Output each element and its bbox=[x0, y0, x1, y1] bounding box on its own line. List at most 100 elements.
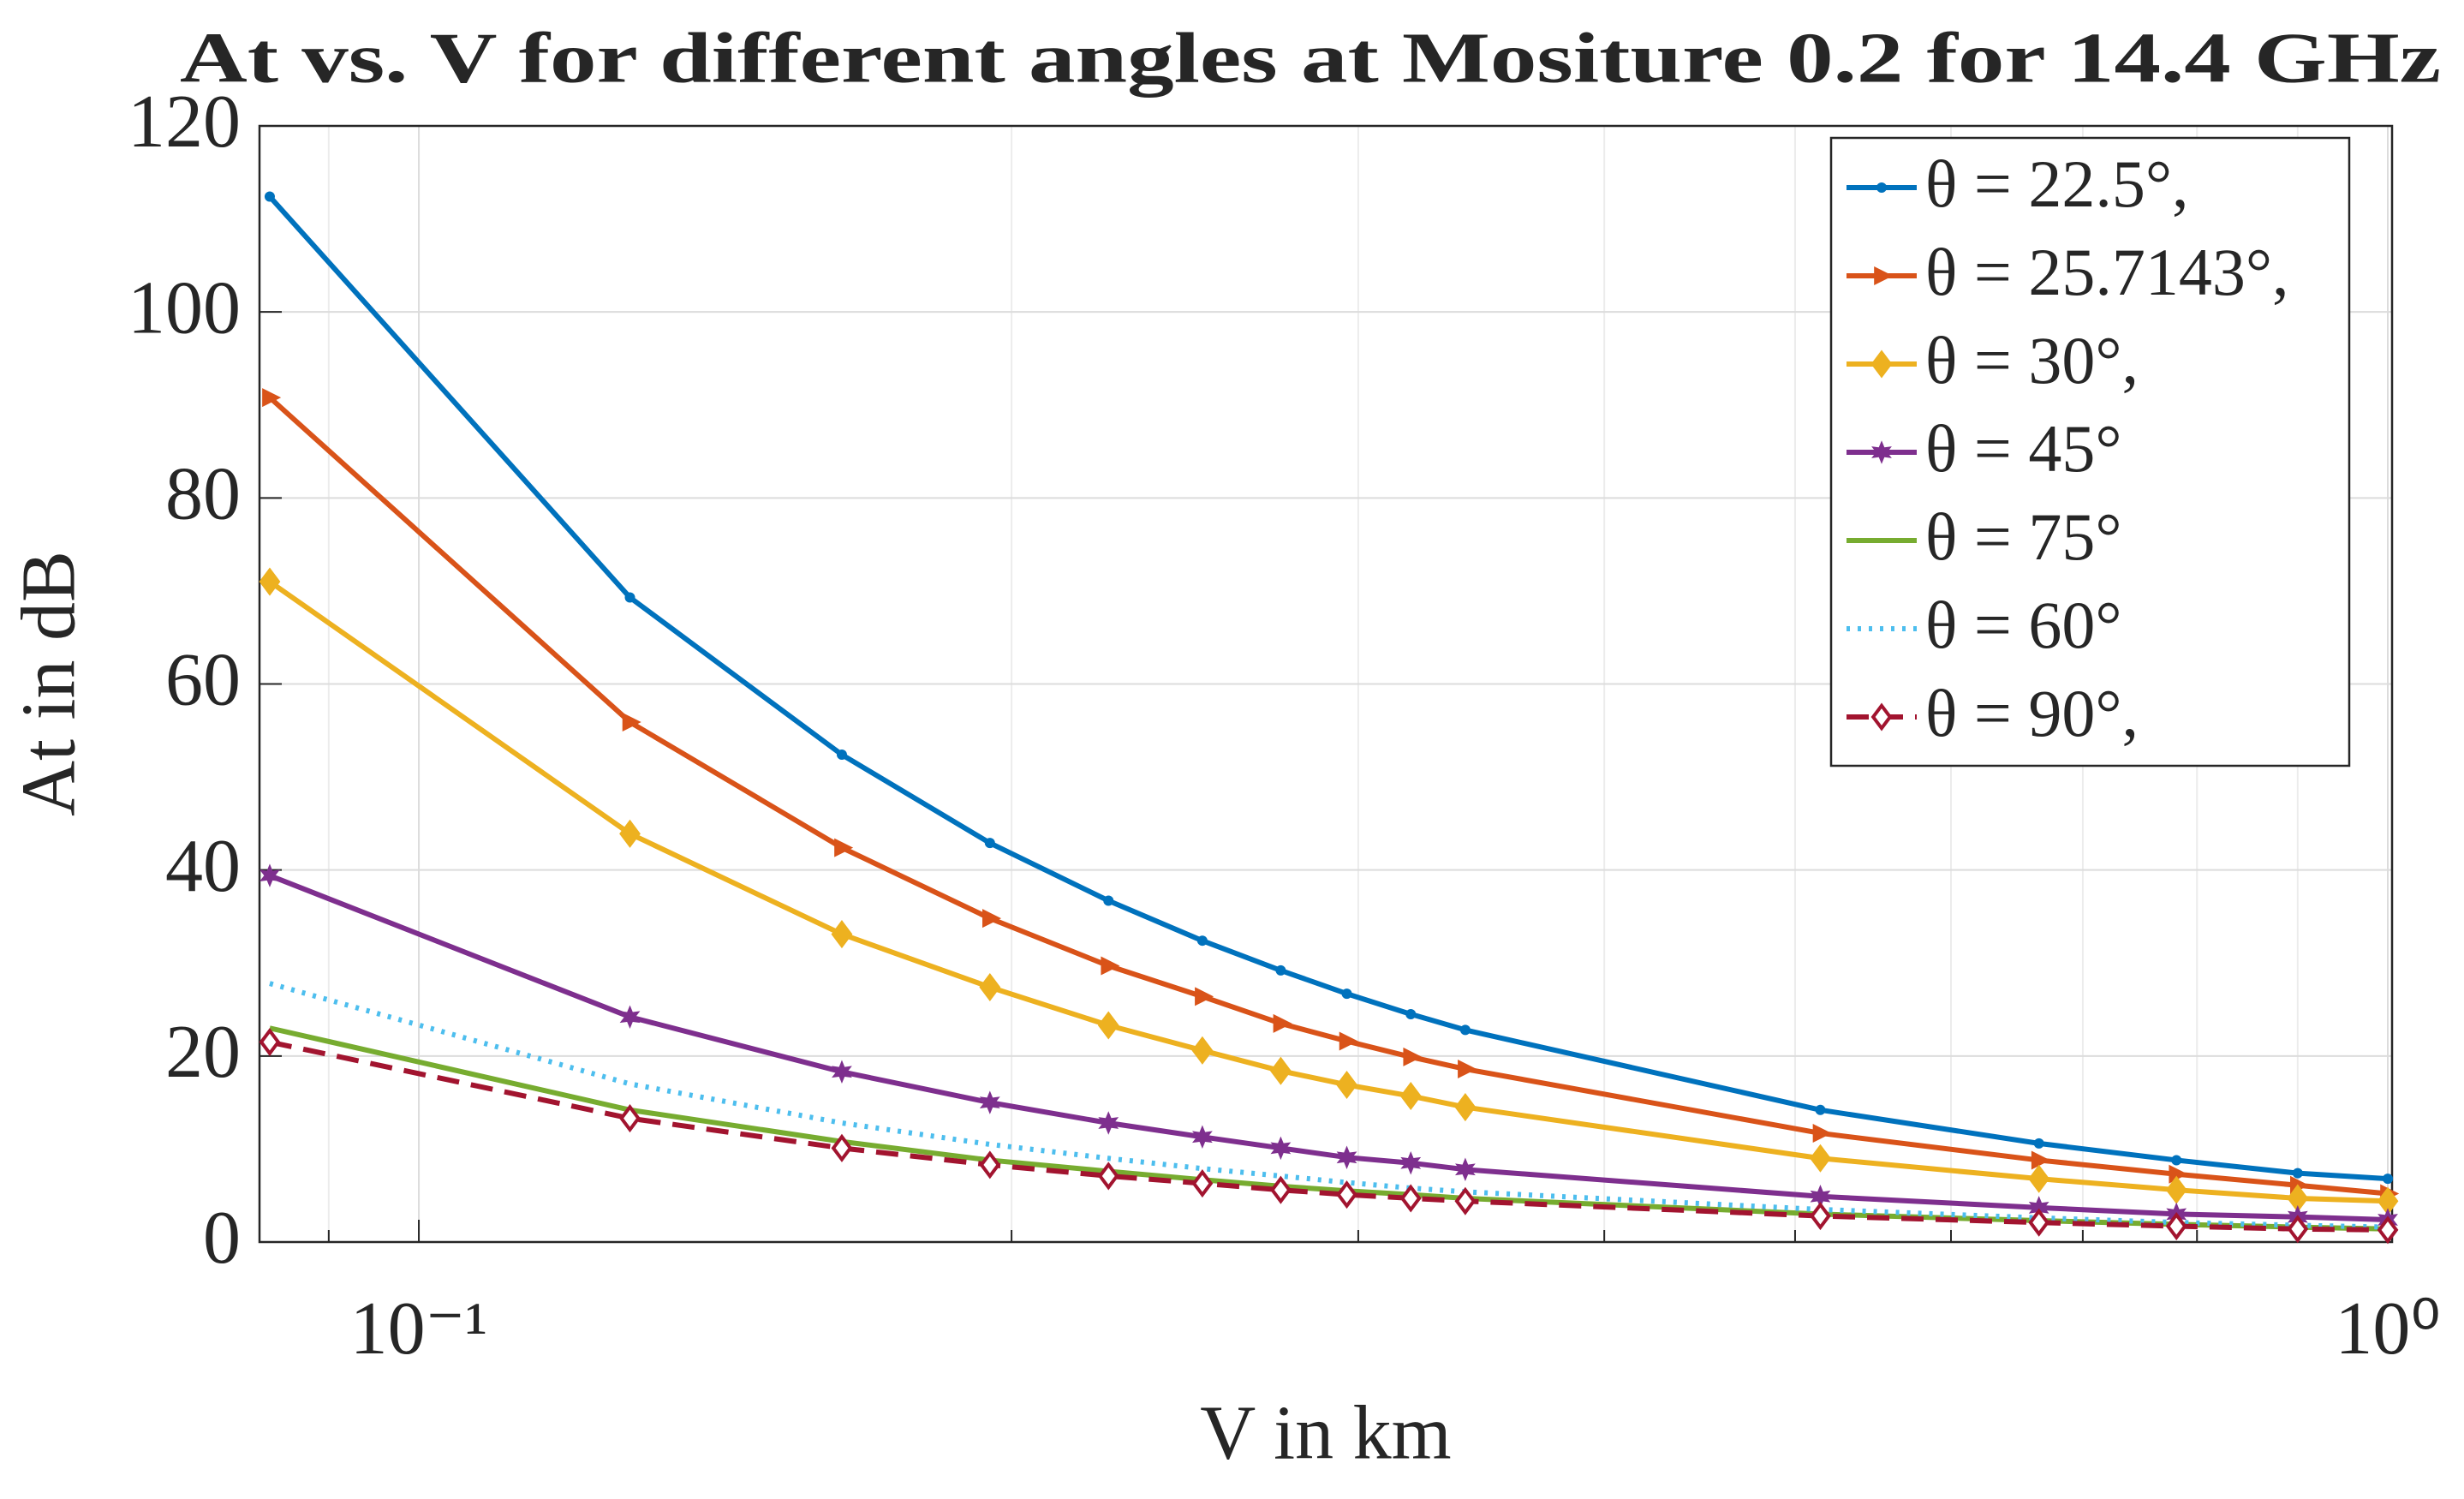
diamond-marker bbox=[1454, 1186, 1477, 1215]
diamond-marker bbox=[979, 972, 1001, 1002]
hexagram-marker bbox=[1191, 1125, 1213, 1150]
series bbox=[262, 388, 2400, 1203]
legend-box bbox=[1829, 136, 2351, 767]
legend-label: θ = 30°, bbox=[1925, 323, 2139, 397]
legend-label: θ = 90°, bbox=[1925, 676, 2139, 750]
hexagram-marker bbox=[1098, 1111, 1119, 1135]
series bbox=[264, 191, 2394, 1185]
diamond-marker bbox=[259, 1028, 281, 1057]
point-marker bbox=[1275, 964, 1286, 976]
triangle-marker bbox=[1458, 1060, 1477, 1079]
triangle-marker bbox=[2169, 1164, 2188, 1184]
diamond-marker bbox=[1270, 1175, 1292, 1204]
hexagram-marker bbox=[832, 1060, 852, 1084]
series bbox=[259, 567, 2399, 1215]
point-marker bbox=[2033, 1138, 2044, 1149]
diamond-marker bbox=[979, 1150, 1001, 1179]
legend: θ = 22.5°, θ = 25.7143°, θ = 30°, θ = 45° θ … bbox=[1829, 136, 2351, 767]
hexagram-marker bbox=[260, 863, 280, 887]
triangle-marker bbox=[622, 713, 641, 732]
hexagram-marker bbox=[1336, 1145, 1357, 1169]
triangle-marker bbox=[1339, 1031, 1358, 1051]
point-marker bbox=[1815, 1104, 1826, 1115]
legend-label: θ = 22.5°, bbox=[1925, 146, 2189, 221]
diamond-marker bbox=[1191, 1036, 1214, 1065]
chart-title: At vs. V for different angles at Mositur… bbox=[180, 18, 2441, 98]
diamond-marker bbox=[1191, 1169, 1214, 1198]
diamond-marker bbox=[2377, 1215, 2399, 1245]
legend-label: θ = 75° bbox=[1925, 499, 2122, 574]
hexagram-marker bbox=[979, 1090, 1000, 1114]
hexagram-marker bbox=[1400, 1150, 1422, 1175]
triangle-marker bbox=[1812, 1123, 1832, 1143]
triangle-marker bbox=[262, 388, 282, 408]
series-line bbox=[269, 981, 2389, 1230]
point-marker bbox=[1405, 1008, 1417, 1019]
series-line bbox=[269, 1039, 2389, 1233]
diamond-marker bbox=[2028, 1208, 2050, 1237]
point-marker bbox=[2292, 1168, 2303, 1179]
diamond-marker bbox=[831, 1133, 853, 1162]
diamond-marker bbox=[1097, 1011, 1119, 1040]
diamond-marker bbox=[1810, 1144, 1831, 1173]
y-tick-label: 120 bbox=[128, 81, 241, 164]
triangle-marker bbox=[1195, 987, 1214, 1006]
diamond-marker bbox=[619, 1104, 641, 1133]
point-marker bbox=[836, 750, 847, 761]
triangle-marker bbox=[2031, 1150, 2050, 1170]
point-marker bbox=[1341, 988, 1352, 1000]
hexagram-marker bbox=[1454, 1157, 1476, 1182]
legend-marker bbox=[1871, 440, 1892, 464]
point-marker bbox=[624, 592, 635, 603]
point-marker bbox=[264, 191, 275, 202]
hexagram-marker bbox=[1810, 1185, 1831, 1209]
y-tick-label: 60 bbox=[165, 639, 241, 722]
triangle-marker bbox=[1403, 1047, 1423, 1066]
diamond-marker bbox=[1454, 1093, 1477, 1122]
diamond-marker bbox=[1336, 1070, 1357, 1100]
diamond-marker bbox=[1399, 1081, 1422, 1111]
series bbox=[260, 863, 2398, 1232]
diamond-marker bbox=[259, 567, 281, 596]
point-marker bbox=[1196, 935, 1208, 947]
hexagram-marker bbox=[619, 1005, 641, 1029]
legend-marker bbox=[1874, 266, 1894, 285]
triangle-marker bbox=[834, 838, 854, 857]
y-tick-label: 20 bbox=[165, 1011, 241, 1094]
y-axis-label: At in dB bbox=[7, 551, 92, 816]
hexagram-marker bbox=[2028, 1196, 2049, 1220]
diamond-marker bbox=[1097, 1162, 1119, 1191]
y-tick-label: 80 bbox=[165, 453, 241, 536]
diamond-marker bbox=[831, 920, 853, 949]
y-tick-label: 40 bbox=[165, 825, 241, 908]
diamond-marker bbox=[1810, 1202, 1831, 1231]
diamond-marker bbox=[2165, 1175, 2187, 1204]
diamond-marker bbox=[1270, 1056, 1292, 1085]
x-tick-label: 10⁻¹ bbox=[350, 1287, 488, 1371]
diamond-marker bbox=[2165, 1212, 2187, 1241]
legend-marker bbox=[1870, 349, 1893, 379]
diamond-marker bbox=[1399, 1184, 1422, 1213]
triangle-marker bbox=[1101, 956, 1120, 976]
legend-marker bbox=[1870, 702, 1893, 732]
point-marker bbox=[1103, 895, 1114, 906]
point-marker bbox=[1459, 1024, 1471, 1036]
y-tick-label: 0 bbox=[203, 1197, 241, 1280]
legend-label: θ = 45° bbox=[1925, 411, 2122, 486]
y-tick-label: 100 bbox=[128, 266, 241, 349]
diamond-marker bbox=[2287, 1215, 2309, 1244]
point-marker bbox=[2171, 1155, 2182, 1166]
triangle-marker bbox=[1273, 1013, 1292, 1033]
x-tick-label: 10⁰ bbox=[2335, 1287, 2440, 1371]
series bbox=[269, 981, 2389, 1230]
hexagram-marker bbox=[1270, 1136, 1292, 1161]
series bbox=[259, 1028, 2399, 1245]
triangle-marker bbox=[982, 909, 1002, 929]
legend-label: θ = 60° bbox=[1925, 588, 2122, 662]
legend-marker bbox=[1876, 182, 1887, 193]
diamond-marker bbox=[2028, 1164, 2050, 1193]
point-marker bbox=[984, 838, 995, 849]
diamond-marker bbox=[619, 819, 641, 848]
